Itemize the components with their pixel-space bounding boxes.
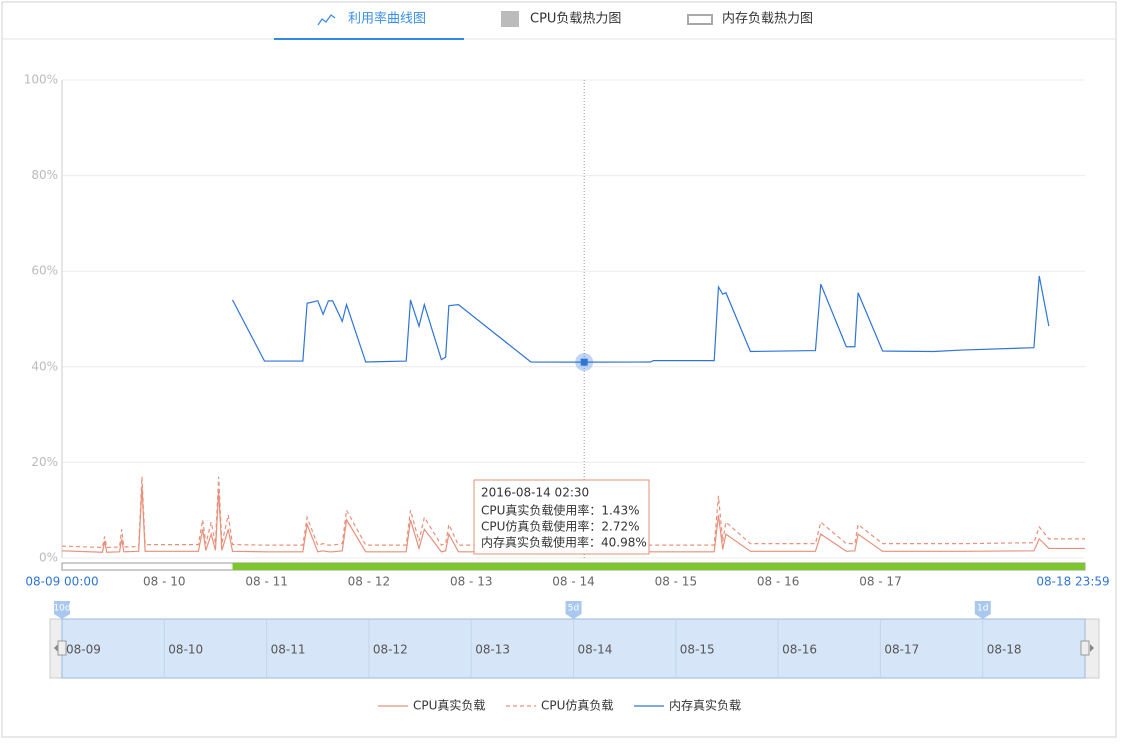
navigator-label: 08-17 (884, 643, 919, 657)
legend-label[interactable]: CPU真实负载 (413, 698, 485, 713)
range-selection (232, 563, 1085, 570)
navigator-label: 08-16 (782, 643, 817, 657)
tooltip-line: 内存真实负载使用率：40.98% (481, 535, 647, 550)
x-tick-label: 08 - 16 (757, 575, 800, 589)
card (1, 1, 1117, 738)
x-tick-label: 08 - 17 (859, 575, 902, 589)
navigator-label: 08-11 (271, 643, 306, 657)
tooltip-line: CPU仿真负载使用率：2.72% (481, 519, 640, 534)
y-tick-label: 20% (31, 455, 58, 469)
range-end-label: 08-18 23:59 (1036, 575, 1109, 589)
tab[interactable]: CPU负载热力图 (530, 12, 621, 27)
navigator-marker (54, 601, 70, 619)
tooltip-box (473, 479, 650, 555)
navigator-marker (565, 601, 582, 619)
navigator-handle[interactable] (1080, 640, 1090, 656)
y-tick-label: 60% (31, 264, 58, 278)
tab-icon (687, 14, 713, 25)
tab-icon (501, 11, 519, 27)
navigator-label: 08-18 (987, 643, 1022, 657)
x-tick-label: 08 - 13 (450, 575, 493, 589)
tab-icon (317, 14, 336, 26)
navigator-label: 08-10 (168, 643, 203, 657)
navigator-arrow[interactable] (1090, 644, 1094, 652)
navigator-marker-label: 10d (53, 604, 70, 614)
series-line (231, 275, 1050, 363)
x-tick-label: 08 - 12 (348, 575, 391, 589)
series-line (61, 486, 1085, 553)
navigator-marker (974, 601, 991, 619)
y-tick-label: 40% (31, 359, 58, 373)
navigator-label: 08-13 (475, 643, 510, 657)
y-tick-label: 80% (31, 168, 58, 182)
navigator-label: 08-09 (66, 643, 101, 657)
series-line (61, 476, 1085, 549)
tab[interactable]: 内存负载热力图 (722, 11, 813, 27)
tooltip-title: 2016-08-14 02:30 (481, 486, 589, 500)
x-tick-label: 08 - 15 (655, 575, 698, 589)
y-tick-label: 0% (39, 551, 58, 565)
navigator-label: 08-15 (680, 643, 715, 657)
navigator-label: 08-14 (578, 643, 613, 657)
navigator-arrow[interactable] (54, 644, 58, 652)
tooltip-line: CPU真实负载使用率：1.43% (481, 503, 640, 518)
highlight-point (580, 358, 588, 366)
navigator-marker-label: 1d (977, 604, 988, 614)
y-tick-label: 100% (24, 73, 58, 87)
navigator-marker-label: 5d (568, 604, 579, 614)
tab[interactable]: 利用率曲线图 (348, 11, 426, 27)
legend-label[interactable]: CPU仿真负载 (541, 699, 613, 713)
x-tick-label: 08 - 11 (245, 575, 288, 589)
range-start-label: 08-09 00:00 (25, 575, 98, 589)
navigator-label: 08-12 (373, 643, 408, 657)
navigator-handle[interactable] (57, 640, 67, 656)
x-tick-label: 08 - 14 (552, 575, 595, 589)
legend-label[interactable]: 内存真实负载 (669, 698, 741, 713)
x-tick-label: 08 - 10 (143, 575, 186, 589)
